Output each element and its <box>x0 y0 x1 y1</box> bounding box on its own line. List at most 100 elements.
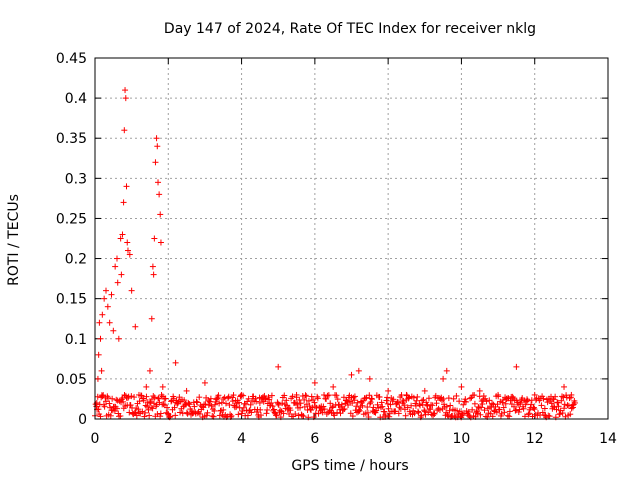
data-point-baseline <box>97 413 104 420</box>
y-tick-label: 0.35 <box>56 131 87 147</box>
data-point-baseline <box>378 399 385 406</box>
data-point-baseline <box>474 410 481 417</box>
y-tick-label: 0.2 <box>65 252 87 268</box>
data-point-baseline <box>506 413 513 420</box>
data-point-baseline <box>167 413 174 420</box>
data-point-baseline <box>402 412 409 419</box>
data-point-baseline <box>400 398 407 405</box>
data-point <box>495 391 502 398</box>
plot-frame <box>94 57 609 420</box>
data-point-baseline <box>447 402 454 409</box>
data-point <box>348 371 355 378</box>
data-point <box>256 399 263 406</box>
data-point <box>96 319 103 326</box>
data-point-baseline <box>387 401 394 408</box>
data-point-baseline <box>477 411 484 418</box>
data-point-baseline <box>280 410 287 417</box>
data-point-baseline <box>275 400 282 407</box>
data-point-baseline <box>200 404 207 411</box>
data-point-baseline <box>375 404 382 411</box>
data-point-baseline <box>404 404 411 411</box>
data-point-baseline <box>185 399 192 406</box>
data-point-baseline <box>252 395 259 402</box>
data-point-baseline <box>109 395 116 402</box>
data-point-baseline <box>431 410 438 417</box>
data-point-baseline <box>284 402 291 409</box>
data-point <box>143 383 150 390</box>
data-point <box>151 235 158 242</box>
data-point-baseline <box>324 392 331 399</box>
data-point-baseline <box>454 407 461 414</box>
data-point-baseline <box>433 400 440 407</box>
data-point-baseline <box>436 406 443 413</box>
data-point-baseline <box>138 392 145 399</box>
data-point-baseline <box>266 396 273 403</box>
data-point-baseline <box>257 412 264 419</box>
data-point-baseline <box>95 406 102 413</box>
data-point-baseline <box>356 407 363 414</box>
data-point-baseline <box>113 405 120 412</box>
data-point <box>156 191 163 198</box>
data-point-baseline <box>440 395 447 402</box>
data-point <box>126 251 133 258</box>
chart-title: Day 147 of 2024, Rate Of TEC Index for r… <box>164 21 536 37</box>
data-point-baseline <box>568 405 575 412</box>
data-point-baseline <box>149 405 156 412</box>
data-point <box>121 127 128 134</box>
data-point-baseline <box>164 404 171 411</box>
data-point <box>403 391 410 398</box>
data-point-baseline <box>242 401 249 408</box>
data-point-baseline <box>541 405 548 412</box>
data-point-baseline <box>385 405 392 412</box>
data-point <box>157 239 164 246</box>
data-point-baseline <box>140 397 147 404</box>
data-point-baseline <box>283 397 290 404</box>
data-point-baseline <box>172 412 179 419</box>
data-point-baseline <box>499 399 506 406</box>
data-point-baseline <box>500 404 507 411</box>
data-point-baseline <box>438 397 445 404</box>
data-point <box>123 183 130 190</box>
data-point-baseline <box>486 397 493 404</box>
data-point-baseline <box>558 397 565 404</box>
data-point-baseline <box>225 395 232 402</box>
data-point-baseline <box>240 404 247 411</box>
data-point <box>98 367 105 374</box>
data-point-baseline <box>356 406 363 413</box>
data-point-baseline <box>482 395 489 402</box>
data-point <box>152 159 159 166</box>
data-point-baseline <box>425 395 432 402</box>
data-point <box>275 363 282 370</box>
data-point-baseline <box>306 403 313 410</box>
data-point-baseline <box>341 406 348 413</box>
data-point-baseline <box>369 396 376 403</box>
data-point <box>153 135 160 142</box>
data-point-baseline <box>546 413 553 420</box>
data-point-baseline <box>235 411 242 418</box>
data-point <box>385 387 392 394</box>
data-point <box>330 383 337 390</box>
data-point-baseline <box>496 406 503 413</box>
data-point-baseline <box>401 402 408 409</box>
y-tick-label: 0.25 <box>56 211 87 227</box>
data-point-baseline <box>479 401 486 408</box>
data-point-baseline <box>176 394 183 401</box>
data-point <box>124 239 131 246</box>
data-point-baseline <box>531 406 538 413</box>
data-point-baseline <box>384 394 391 401</box>
data-point-baseline <box>257 406 264 413</box>
data-point-baseline <box>504 412 511 419</box>
data-point-baseline <box>302 392 309 399</box>
data-point-baseline <box>264 406 271 413</box>
data-point-baseline <box>473 409 480 416</box>
data-point-baseline <box>367 399 374 406</box>
data-point-baseline <box>540 395 547 402</box>
data-point-baseline <box>351 393 358 400</box>
data-point <box>120 199 127 206</box>
data-point-baseline <box>489 413 496 420</box>
data-point-baseline <box>229 398 236 405</box>
data-point-baseline <box>270 406 277 413</box>
data-point-baseline <box>222 400 229 407</box>
data-point-baseline <box>334 396 341 403</box>
data-point-baseline <box>445 395 452 402</box>
